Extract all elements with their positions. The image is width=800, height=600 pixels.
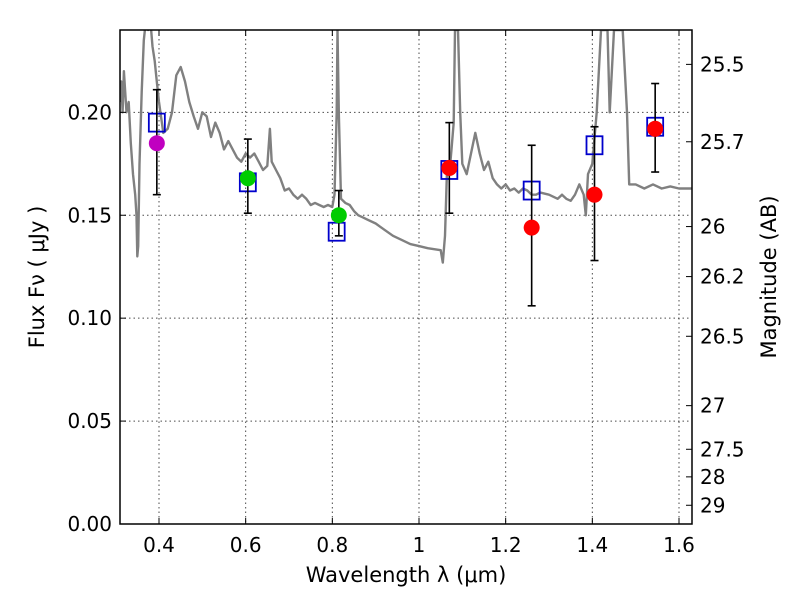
observed-points <box>148 120 664 236</box>
observed-point <box>330 207 347 224</box>
right-tick-label: 26 <box>700 215 725 239</box>
model-spectrum-line <box>120 30 692 264</box>
x-tick-label: 1.6 <box>663 533 695 557</box>
plot-background <box>120 30 692 524</box>
y-tick-label: 0.20 <box>67 100 112 124</box>
x-tick-label: 1 <box>413 533 426 557</box>
x-tick-label: 0.8 <box>316 533 348 557</box>
x-tick-label: 1.2 <box>490 533 522 557</box>
right-tick-label: 28 <box>700 465 725 489</box>
right-axis-label: Magnitude (AB) <box>757 195 781 358</box>
y-tick-label: 0.15 <box>67 203 112 227</box>
observed-point <box>148 135 165 152</box>
right-tick-label: 26.5 <box>700 324 745 348</box>
observed-point <box>586 186 603 203</box>
observed-point <box>523 219 540 236</box>
y-tick-label: 0.10 <box>67 306 112 330</box>
x-axis-label: Wavelength λ (μm) <box>306 563 507 587</box>
x-tick-label: 1.4 <box>576 533 608 557</box>
right-tick-label: 25.5 <box>700 52 745 76</box>
observed-point <box>239 170 256 187</box>
x-tick-label: 0.4 <box>143 533 175 557</box>
y-axis-label: Flux Fν ( μJy ) <box>25 206 49 349</box>
observed-point <box>647 120 664 137</box>
observed-point <box>441 159 458 176</box>
y-tick-label: 0.00 <box>67 512 112 536</box>
right-tick-label: 27 <box>700 394 725 418</box>
x-tick-label: 0.6 <box>230 533 262 557</box>
model-spectrum <box>120 30 692 264</box>
right-tick-label: 26.2 <box>700 265 745 289</box>
y-tick-label: 0.05 <box>67 409 112 433</box>
right-tick-label: 25.7 <box>700 130 745 154</box>
axis-ticks: 0.4 0.6 0.8 1 1.2 1.4 1.6 0.00 0.05 0.10 0.15 0.20 2… <box>67 30 745 557</box>
right-tick-label: 29 <box>700 493 725 517</box>
right-tick-label: 27.5 <box>700 437 745 461</box>
